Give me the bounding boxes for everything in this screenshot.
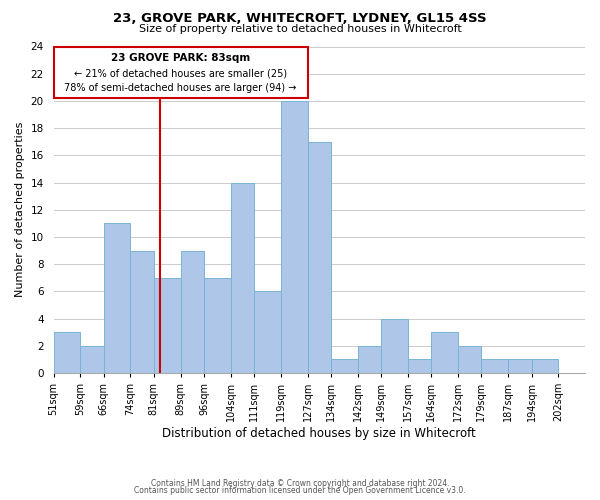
Text: 78% of semi-detached houses are larger (94) →: 78% of semi-detached houses are larger (… [64,83,297,93]
Text: ← 21% of detached houses are smaller (25): ← 21% of detached houses are smaller (25… [74,68,287,78]
Text: Contains public sector information licensed under the Open Government Licence v3: Contains public sector information licen… [134,486,466,495]
Y-axis label: Number of detached properties: Number of detached properties [15,122,25,298]
Text: 23, GROVE PARK, WHITECROFT, LYDNEY, GL15 4SS: 23, GROVE PARK, WHITECROFT, LYDNEY, GL15… [113,12,487,26]
Text: Contains HM Land Registry data © Crown copyright and database right 2024.: Contains HM Land Registry data © Crown c… [151,478,449,488]
Bar [254,292,281,373]
Bar [130,250,154,373]
Bar [431,332,458,373]
Bar [53,332,80,373]
Bar [481,360,508,373]
Bar [104,224,130,373]
Bar [181,250,204,373]
Text: Size of property relative to detached houses in Whitecroft: Size of property relative to detached ho… [139,24,461,34]
Bar [53,46,308,98]
Bar [381,318,408,373]
Bar [458,346,481,373]
Bar [308,142,331,373]
Bar [358,346,381,373]
Text: 23 GROVE PARK: 83sqm: 23 GROVE PARK: 83sqm [111,53,250,63]
Bar [532,360,558,373]
Bar [80,346,104,373]
Bar [331,360,358,373]
X-axis label: Distribution of detached houses by size in Whitecroft: Distribution of detached houses by size … [163,427,476,440]
Bar [281,101,308,373]
Bar [408,360,431,373]
Bar [230,182,254,373]
Bar [204,278,230,373]
Bar [508,360,532,373]
Bar [154,278,181,373]
